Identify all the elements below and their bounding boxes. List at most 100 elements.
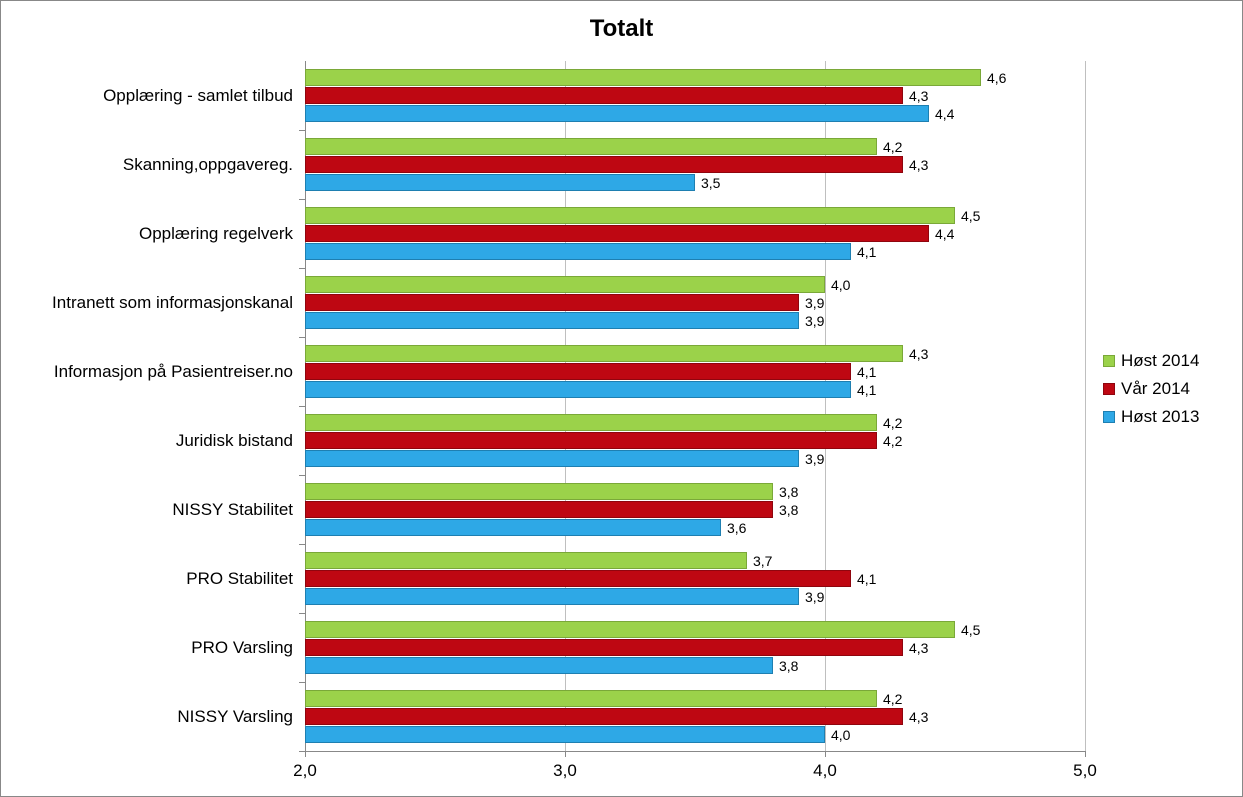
chart-title: Totalt — [1, 15, 1242, 43]
y-tick — [299, 475, 305, 476]
y-axis-category-label: Intranett som informasjonskanal — [52, 293, 293, 313]
y-axis-category-label: NISSY Varsling — [177, 707, 293, 727]
bar-value-label: 4,0 — [831, 277, 850, 293]
x-axis-tick-label: 2,0 — [293, 761, 317, 781]
bar-value-label: 3,9 — [805, 451, 824, 467]
bar-value-label: 4,1 — [857, 382, 876, 398]
legend-label: Vår 2014 — [1121, 379, 1190, 399]
y-tick — [299, 682, 305, 683]
bar-value-label: 3,8 — [779, 484, 798, 500]
bar-value-label: 4,2 — [883, 433, 902, 449]
bar-var2014 — [305, 708, 903, 725]
y-axis-category-label: Skanning,oppgavereg. — [123, 155, 293, 175]
chart-frame: Totalt 4,64,34,44,24,33,54,54,44,14,03,9… — [0, 0, 1243, 797]
legend-item-host2013: Høst 2013 — [1103, 407, 1199, 427]
bar-host2014 — [305, 138, 877, 155]
bar-host2014 — [305, 345, 903, 362]
legend-item-var2014: Vår 2014 — [1103, 379, 1199, 399]
bar-var2014 — [305, 639, 903, 656]
x-axis-tick-label: 4,0 — [813, 761, 837, 781]
bar-host2013 — [305, 174, 695, 191]
bar-host2014 — [305, 207, 955, 224]
y-axis-category-label: Juridisk bistand — [176, 431, 293, 451]
bar-host2013 — [305, 519, 721, 536]
x-axis-line — [305, 751, 1085, 752]
y-axis-category-label: Informasjon på Pasientreiser.no — [54, 362, 293, 382]
bar-host2013 — [305, 105, 929, 122]
bar-value-label: 4,3 — [909, 709, 928, 725]
bar-var2014 — [305, 501, 773, 518]
bar-var2014 — [305, 570, 851, 587]
y-tick — [299, 613, 305, 614]
legend-item-host2014: Høst 2014 — [1103, 351, 1199, 371]
bar-host2013 — [305, 312, 799, 329]
bar-var2014 — [305, 156, 903, 173]
bar-value-label: 3,7 — [753, 553, 772, 569]
y-tick — [299, 130, 305, 131]
bar-host2014 — [305, 690, 877, 707]
y-axis-category-label: Opplæring - samlet tilbud — [103, 86, 293, 106]
bar-value-label: 4,1 — [857, 364, 876, 380]
bar-value-label: 3,9 — [805, 313, 824, 329]
plot-area: 4,64,34,44,24,33,54,54,44,14,03,93,94,34… — [305, 61, 1085, 751]
bar-var2014 — [305, 363, 851, 380]
bar-host2013 — [305, 243, 851, 260]
y-tick — [299, 268, 305, 269]
x-tick — [825, 751, 826, 757]
bar-value-label: 4,2 — [883, 139, 902, 155]
y-tick — [299, 199, 305, 200]
legend-label: Høst 2013 — [1121, 407, 1199, 427]
bar-value-label: 3,8 — [779, 502, 798, 518]
bar-value-label: 4,2 — [883, 415, 902, 431]
bar-host2014 — [305, 276, 825, 293]
bar-value-label: 3,8 — [779, 658, 798, 674]
bar-value-label: 3,5 — [701, 175, 720, 191]
y-tick — [299, 337, 305, 338]
bar-host2013 — [305, 381, 851, 398]
x-axis-tick-label: 3,0 — [553, 761, 577, 781]
legend-swatch — [1103, 411, 1115, 423]
legend: Høst 2014 Vår 2014 Høst 2013 — [1103, 351, 1199, 435]
bar-value-label: 4,3 — [909, 346, 928, 362]
bar-var2014 — [305, 432, 877, 449]
bar-host2014 — [305, 621, 955, 638]
bar-host2013 — [305, 450, 799, 467]
bar-value-label: 4,3 — [909, 157, 928, 173]
bar-value-label: 4,0 — [831, 727, 850, 743]
bar-var2014 — [305, 294, 799, 311]
legend-swatch — [1103, 383, 1115, 395]
y-axis-category-label: NISSY Stabilitet — [172, 500, 293, 520]
legend-label: Høst 2014 — [1121, 351, 1199, 371]
bar-value-label: 3,6 — [727, 520, 746, 536]
y-axis-category-label: PRO Varsling — [191, 638, 293, 658]
y-tick — [299, 406, 305, 407]
bar-value-label: 4,5 — [961, 622, 980, 638]
bar-host2013 — [305, 657, 773, 674]
bar-value-label: 4,1 — [857, 244, 876, 260]
bar-host2014 — [305, 483, 773, 500]
y-tick — [299, 544, 305, 545]
y-tick — [299, 751, 305, 752]
x-tick — [1085, 751, 1086, 757]
bar-value-label: 4,3 — [909, 640, 928, 656]
bar-value-label: 4,6 — [987, 70, 1006, 86]
bar-var2014 — [305, 225, 929, 242]
bar-host2013 — [305, 588, 799, 605]
gridline — [1085, 61, 1086, 751]
x-tick — [565, 751, 566, 757]
x-tick — [305, 751, 306, 757]
bar-value-label: 3,9 — [805, 589, 824, 605]
y-axis-category-label: PRO Stabilitet — [186, 569, 293, 589]
bar-host2014 — [305, 552, 747, 569]
bar-value-label: 4,5 — [961, 208, 980, 224]
bar-value-label: 4,3 — [909, 88, 928, 104]
bar-var2014 — [305, 87, 903, 104]
legend-swatch — [1103, 355, 1115, 367]
bar-value-label: 4,4 — [935, 106, 954, 122]
bar-value-label: 4,1 — [857, 571, 876, 587]
bar-host2014 — [305, 414, 877, 431]
bar-value-label: 3,9 — [805, 295, 824, 311]
bar-host2013 — [305, 726, 825, 743]
y-axis-category-label: Opplæring regelverk — [139, 224, 293, 244]
bar-value-label: 4,2 — [883, 691, 902, 707]
